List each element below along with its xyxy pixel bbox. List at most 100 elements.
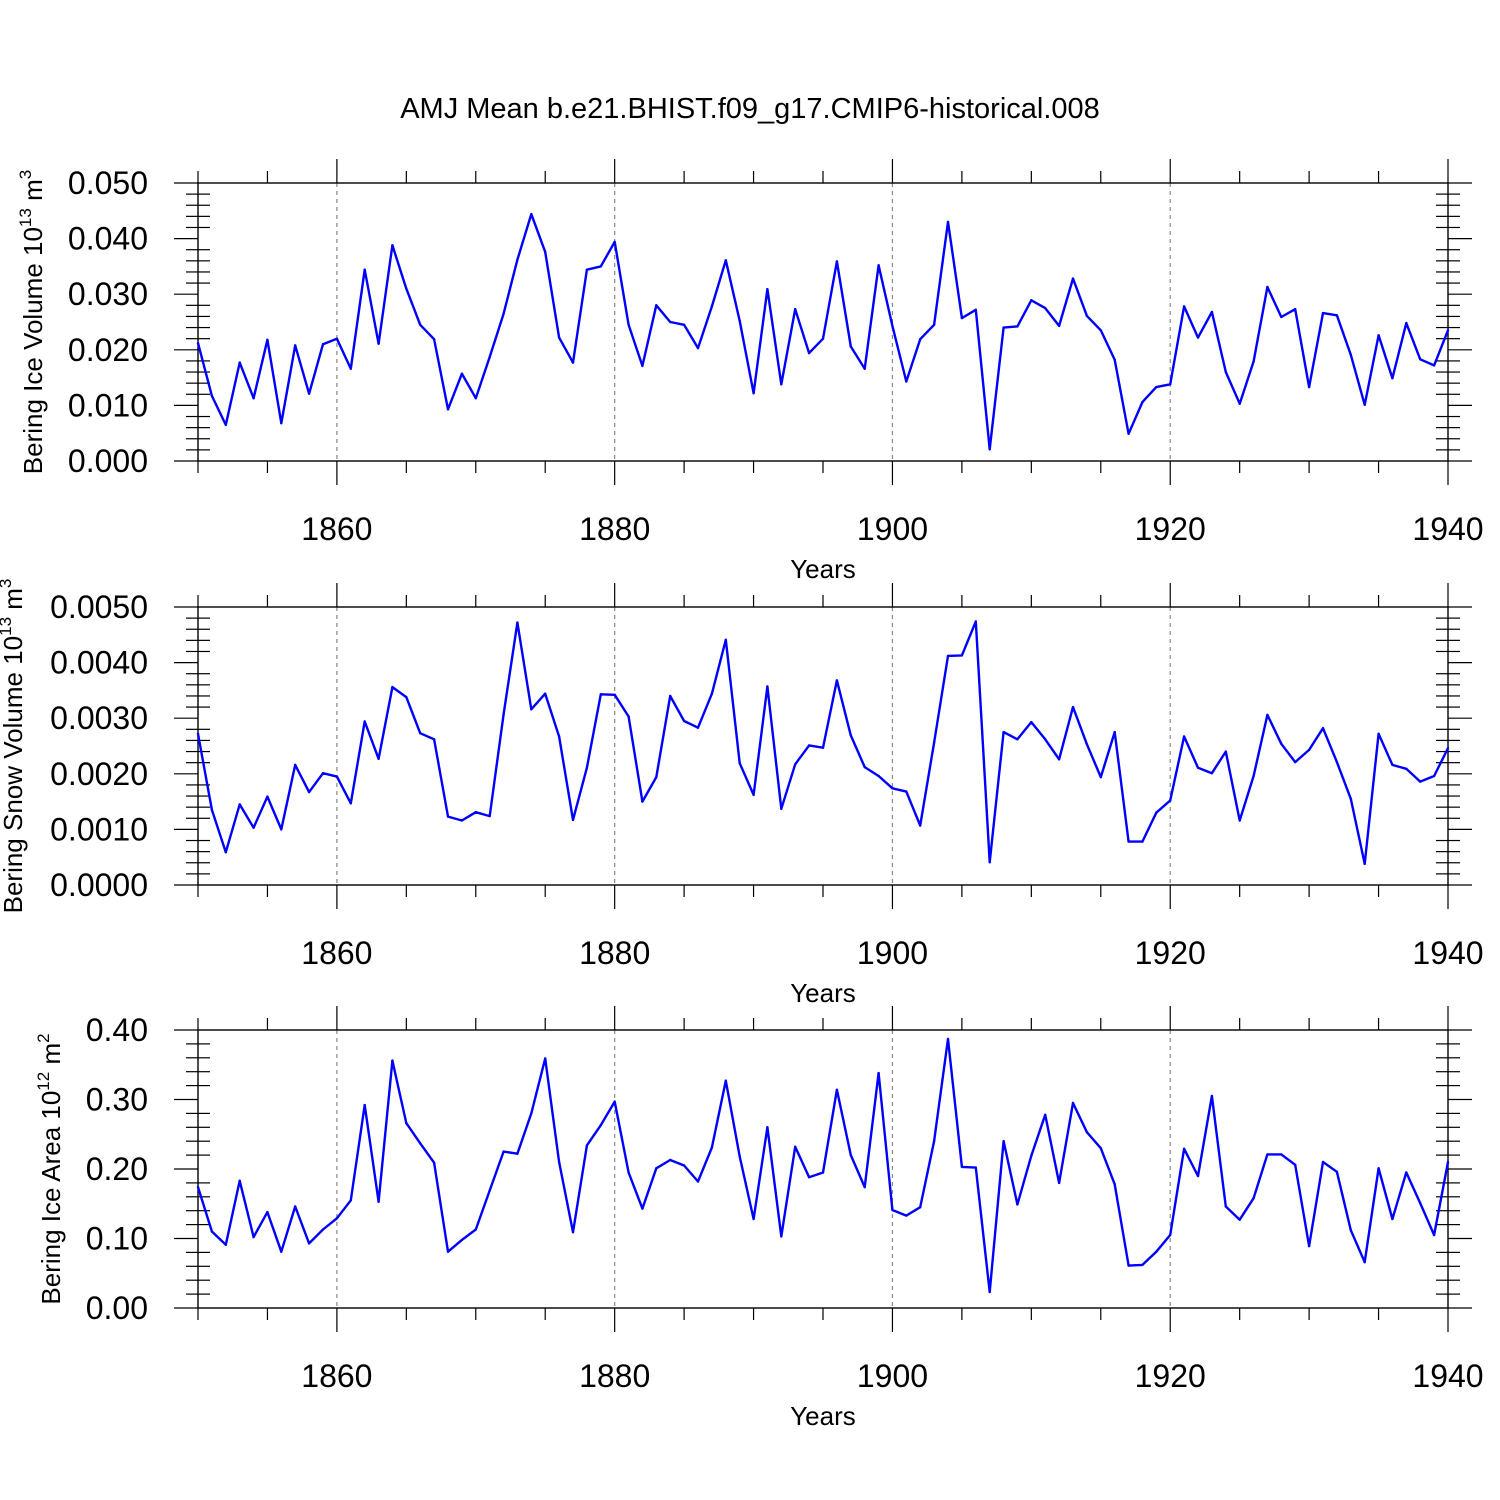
data-point <box>446 1250 450 1253</box>
data-point <box>794 1145 797 1149</box>
data-point <box>196 341 200 345</box>
data-point <box>1071 705 1075 709</box>
data-point <box>641 800 644 803</box>
data-point <box>307 392 311 395</box>
y-tick-label: 0.20 <box>86 1151 148 1187</box>
data-point <box>571 361 575 364</box>
data-point <box>669 1158 672 1162</box>
data-point <box>349 1199 352 1202</box>
data-point <box>1446 329 1450 332</box>
data-point <box>738 319 741 323</box>
data-point <box>780 807 783 810</box>
data-point <box>1238 819 1241 822</box>
data-point <box>1280 1153 1283 1156</box>
data-point <box>530 212 533 216</box>
data-point <box>1294 1163 1297 1167</box>
x-tick-label: 1900 <box>857 511 928 547</box>
data-point <box>766 1126 769 1129</box>
data-point <box>252 397 255 400</box>
x-tick-label: 1920 <box>1135 511 1206 547</box>
data-point <box>752 1217 755 1221</box>
data-point <box>655 1167 658 1170</box>
data-point <box>1280 315 1283 319</box>
x-tick-label: 1860 <box>301 511 372 547</box>
data-point <box>724 638 727 641</box>
data-point <box>1071 277 1075 280</box>
data-point <box>1016 325 1019 328</box>
data-point <box>321 343 325 346</box>
data-point <box>1113 1183 1116 1186</box>
data-point <box>1432 364 1436 367</box>
data-point <box>1349 797 1353 800</box>
data-point <box>1349 353 1353 356</box>
data-point <box>1057 1181 1061 1185</box>
y-tick-label: 0.10 <box>86 1221 148 1257</box>
data-point <box>877 264 880 267</box>
data-point <box>863 367 866 370</box>
data-point <box>1321 311 1325 315</box>
data-point <box>766 288 769 291</box>
x-tick-label: 1940 <box>1412 511 1483 547</box>
data-point <box>919 1206 922 1209</box>
data-point <box>919 824 922 827</box>
data-point <box>627 715 630 718</box>
data-point <box>502 312 505 315</box>
data-point <box>613 1100 616 1103</box>
data-point <box>960 1165 964 1169</box>
data-point <box>724 259 727 262</box>
data-point <box>391 685 394 689</box>
data-point <box>280 828 283 831</box>
data-point <box>1307 1244 1311 1248</box>
data-point <box>1377 1167 1380 1170</box>
data-point <box>1252 1197 1255 1200</box>
x-tick-label: 1940 <box>1412 935 1483 971</box>
data-point <box>238 803 241 806</box>
data-point <box>557 1160 561 1164</box>
data-point <box>238 1179 241 1183</box>
data-point <box>196 1185 200 1189</box>
x-tick-label: 1920 <box>1135 935 1206 971</box>
data-point <box>1307 385 1311 389</box>
data-point <box>682 323 686 326</box>
data-point <box>321 772 325 775</box>
data-point <box>960 316 964 320</box>
series-line <box>196 212 1450 451</box>
data-point <box>1266 713 1269 717</box>
data-point <box>599 1124 602 1127</box>
data-point <box>1321 1160 1325 1164</box>
data-point <box>1169 383 1172 386</box>
data-point <box>974 308 977 311</box>
data-point <box>1432 774 1436 778</box>
data-point <box>766 685 769 688</box>
data-point <box>821 746 825 749</box>
data-point <box>1182 305 1186 308</box>
data-point <box>363 268 366 271</box>
data-point <box>1169 1233 1172 1237</box>
data-point <box>516 1152 519 1155</box>
data-point <box>682 1164 686 1167</box>
data-point <box>877 774 880 778</box>
data-point <box>1085 743 1089 746</box>
data-point <box>432 1161 436 1164</box>
data-point <box>1002 730 1005 734</box>
data-point <box>821 1171 825 1174</box>
data-point <box>1030 299 1033 302</box>
data-point <box>1405 1171 1408 1174</box>
data-point <box>891 787 894 790</box>
y-axis-label: Bering Ice Volume 1013 m3 <box>16 170 48 474</box>
data-point <box>224 423 227 427</box>
data-point <box>1432 1233 1436 1237</box>
panel-3: 0.00 0.10 0.20 0.30 0.40 1860 1880 1900 1920 1940… <box>34 1006 1484 1431</box>
data-point <box>460 819 464 822</box>
data-point <box>557 336 561 339</box>
data-point <box>710 305 714 308</box>
data-point <box>794 308 797 311</box>
y-tick-label: 0.30 <box>86 1082 148 1118</box>
data-point <box>474 397 477 400</box>
data-point <box>488 355 491 359</box>
data-point <box>1099 1147 1103 1150</box>
data-point <box>919 338 922 341</box>
data-point <box>280 422 283 425</box>
data-point <box>1044 306 1047 310</box>
data-point <box>252 826 255 829</box>
